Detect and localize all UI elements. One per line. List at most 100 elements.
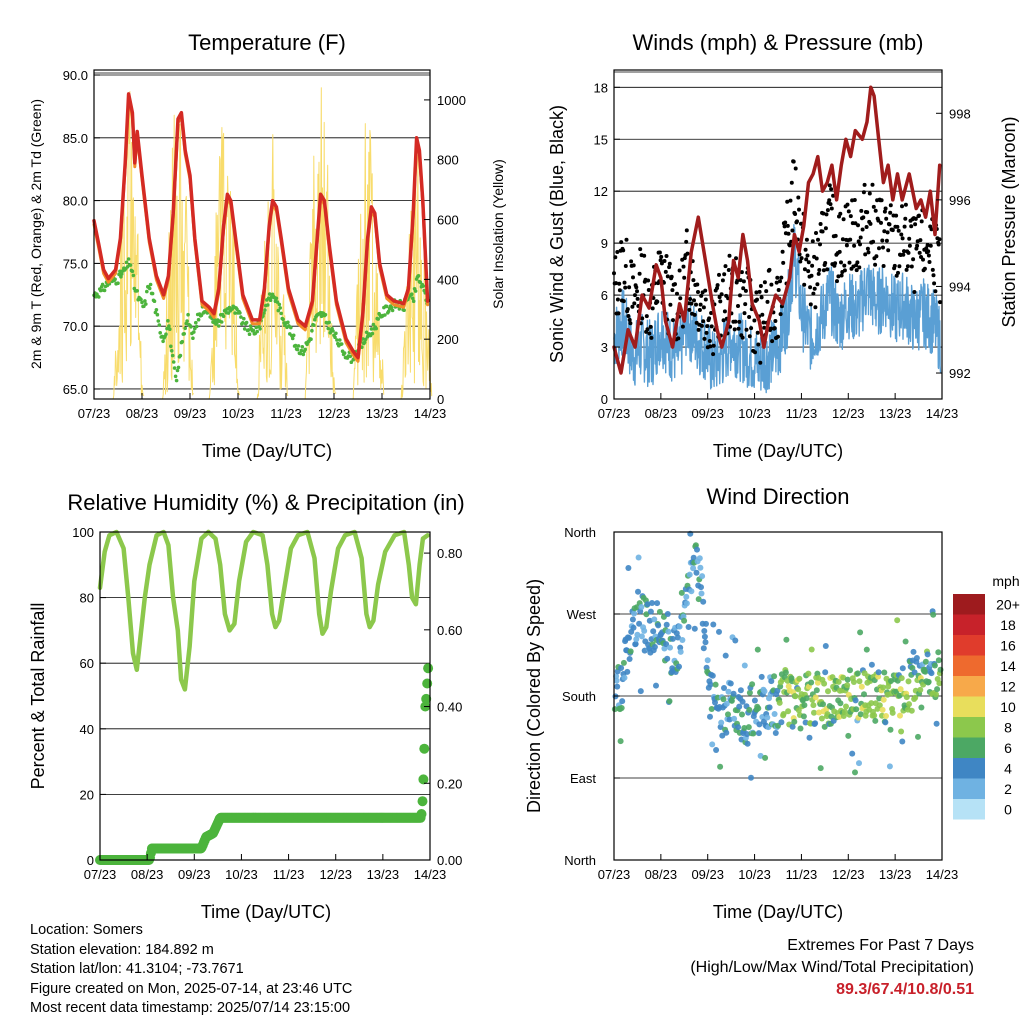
direction-point bbox=[898, 728, 905, 735]
gust-point bbox=[628, 321, 633, 326]
y-tick-label: 100 bbox=[72, 525, 94, 540]
gust-point bbox=[927, 260, 932, 264]
direction-point bbox=[861, 691, 867, 698]
gust-point bbox=[896, 270, 900, 275]
gust-point bbox=[859, 208, 864, 213]
gust-point bbox=[677, 268, 682, 273]
direction-point bbox=[667, 644, 673, 651]
direction-point bbox=[863, 646, 870, 653]
dewpoint-point bbox=[233, 311, 237, 315]
gust-point bbox=[635, 289, 639, 294]
direction-point bbox=[882, 719, 889, 726]
gust-point bbox=[835, 279, 839, 284]
colorbar-label: 20+ bbox=[996, 596, 1020, 612]
direction-point bbox=[808, 679, 815, 686]
gust-point bbox=[753, 350, 757, 355]
direction-point bbox=[634, 631, 641, 638]
gust-point bbox=[907, 243, 912, 248]
direction-point bbox=[725, 711, 731, 718]
gust-point bbox=[709, 311, 714, 315]
gust-point bbox=[698, 302, 703, 307]
direction-point bbox=[868, 661, 875, 668]
gust-point bbox=[884, 216, 889, 221]
direction-point bbox=[654, 600, 661, 607]
direction-ylabel: Direction (Colored By Speed) bbox=[524, 579, 544, 813]
gust-point bbox=[858, 242, 862, 247]
direction-point bbox=[676, 663, 682, 670]
gust-point bbox=[736, 326, 741, 331]
gust-point bbox=[764, 289, 769, 294]
gust-point bbox=[810, 239, 815, 244]
gust-point bbox=[873, 262, 878, 267]
gust-point bbox=[804, 257, 809, 262]
dewpoint-point bbox=[323, 312, 328, 317]
y-tick-label: 90.0 bbox=[63, 68, 88, 83]
gust-point bbox=[755, 330, 760, 335]
gust-point bbox=[788, 198, 793, 203]
gust-point bbox=[760, 312, 765, 317]
solar-insolation-line bbox=[162, 114, 194, 400]
dewpoint-point bbox=[290, 336, 295, 341]
direction-point bbox=[698, 590, 705, 597]
gust-point bbox=[936, 242, 941, 247]
direction-point bbox=[852, 697, 859, 704]
gust-point bbox=[648, 324, 653, 329]
dewpoint-point bbox=[175, 368, 180, 373]
direction-point bbox=[746, 689, 753, 696]
dewpoint-point bbox=[363, 337, 368, 342]
direction-point bbox=[898, 675, 905, 682]
gust-point bbox=[913, 216, 918, 221]
gust-point bbox=[754, 290, 759, 295]
direction-point bbox=[635, 554, 642, 561]
direction-point bbox=[755, 730, 762, 737]
direction-point bbox=[887, 726, 894, 733]
gust-point bbox=[847, 260, 852, 265]
dewpoint-point bbox=[342, 351, 347, 355]
direction-point bbox=[737, 687, 744, 694]
gust-point bbox=[900, 236, 905, 241]
y2-tick-label: 996 bbox=[949, 193, 971, 208]
direction-point bbox=[644, 601, 651, 608]
dewpoint-point bbox=[147, 286, 152, 291]
dewpoint-point bbox=[376, 317, 381, 321]
direction-point bbox=[930, 611, 937, 618]
x-tick-label: 11/23 bbox=[786, 867, 818, 882]
solar-insolation-line bbox=[304, 87, 337, 400]
dewpoint-point bbox=[348, 354, 353, 359]
dewpoint-point bbox=[338, 338, 342, 342]
gust-point bbox=[702, 336, 707, 341]
temperature-panel: Temperature (F) 65.0 70.0 75.0 80.0 85.0 90.0… bbox=[28, 30, 506, 461]
direction-point bbox=[933, 720, 940, 727]
gust-point bbox=[806, 269, 811, 274]
gust-point bbox=[684, 239, 689, 244]
gust-point bbox=[924, 246, 929, 251]
gust-point bbox=[823, 226, 828, 231]
x-tick-label: 08/23 bbox=[131, 867, 164, 882]
dewpoint-point bbox=[299, 348, 304, 353]
gust-point bbox=[848, 237, 853, 242]
direction-point bbox=[808, 646, 815, 653]
dewpoint-point bbox=[126, 257, 131, 261]
gust-point bbox=[738, 278, 743, 283]
colorbar-swatch bbox=[953, 676, 985, 697]
gust-point bbox=[827, 183, 832, 188]
dewpoint-point bbox=[397, 307, 402, 311]
direction-point bbox=[822, 643, 829, 649]
gust-point bbox=[699, 293, 704, 298]
gust-point bbox=[687, 307, 692, 312]
direction-point bbox=[925, 678, 932, 685]
y-tick-label: South bbox=[562, 689, 596, 704]
gust-point bbox=[705, 324, 710, 329]
gust-point bbox=[699, 323, 704, 328]
direction-point bbox=[778, 719, 785, 726]
y2-tick-label: 0.20 bbox=[437, 776, 462, 791]
gust-point bbox=[637, 271, 642, 276]
dewpoint-point bbox=[421, 284, 426, 288]
direction-point bbox=[636, 620, 643, 627]
dewpoint-point bbox=[128, 263, 133, 267]
direction-point bbox=[641, 627, 648, 634]
colorbar-swatch bbox=[953, 758, 985, 779]
direction-point bbox=[716, 628, 722, 635]
gust-point bbox=[797, 207, 801, 212]
direction-point bbox=[816, 709, 822, 716]
